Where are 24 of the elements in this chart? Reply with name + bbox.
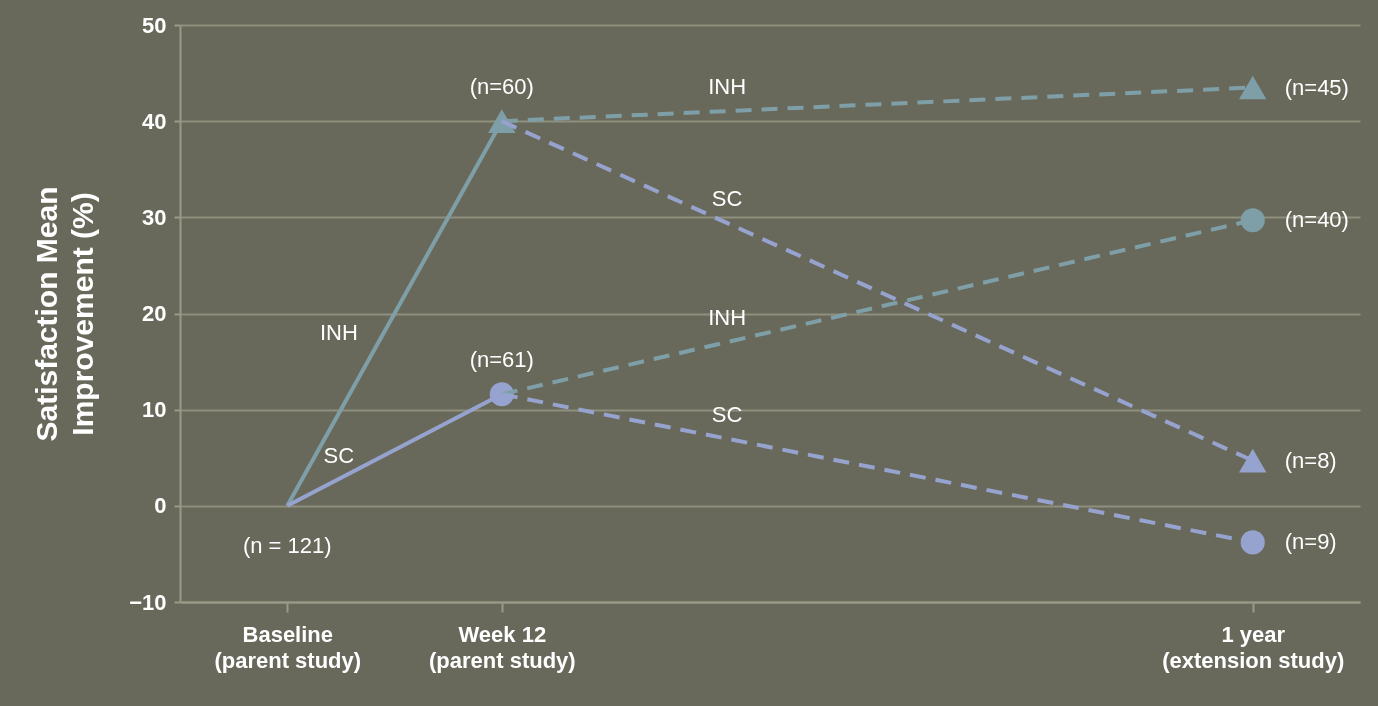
- y-tick-label: 50: [142, 12, 167, 38]
- series-label: INH: [708, 74, 747, 100]
- annotation: (n=40): [1284, 207, 1349, 233]
- annotation: (n = 121): [242, 532, 332, 558]
- y-tick-label: −10: [129, 589, 167, 615]
- annotation: (n=9): [1284, 529, 1337, 555]
- x-tick-label: Baseline (parent study): [214, 621, 362, 673]
- series-label: SC: [711, 186, 743, 212]
- series-label: INH: [319, 319, 358, 345]
- y-tick-label: 20: [142, 301, 167, 326]
- x-tick-label: Week 12 (parent study): [428, 621, 576, 673]
- series-label: SC: [711, 401, 743, 427]
- x-tick-label: 1 year (extension study): [1162, 621, 1345, 673]
- y-tick-label: 30: [142, 204, 167, 230]
- y-tick-label: 10: [142, 397, 167, 423]
- y-tick-label: 40: [142, 108, 167, 134]
- annotation: (n=61): [469, 347, 534, 373]
- annotation: (n=60): [469, 74, 534, 100]
- series-label: INH: [708, 305, 747, 331]
- annotation: (n=45): [1284, 74, 1349, 100]
- y-tick-label: 0: [154, 493, 167, 519]
- y-axis-title: Satisfaction Mean Improvement (%): [30, 186, 100, 442]
- series-label: SC: [323, 442, 355, 468]
- annotation: (n=8): [1284, 447, 1337, 473]
